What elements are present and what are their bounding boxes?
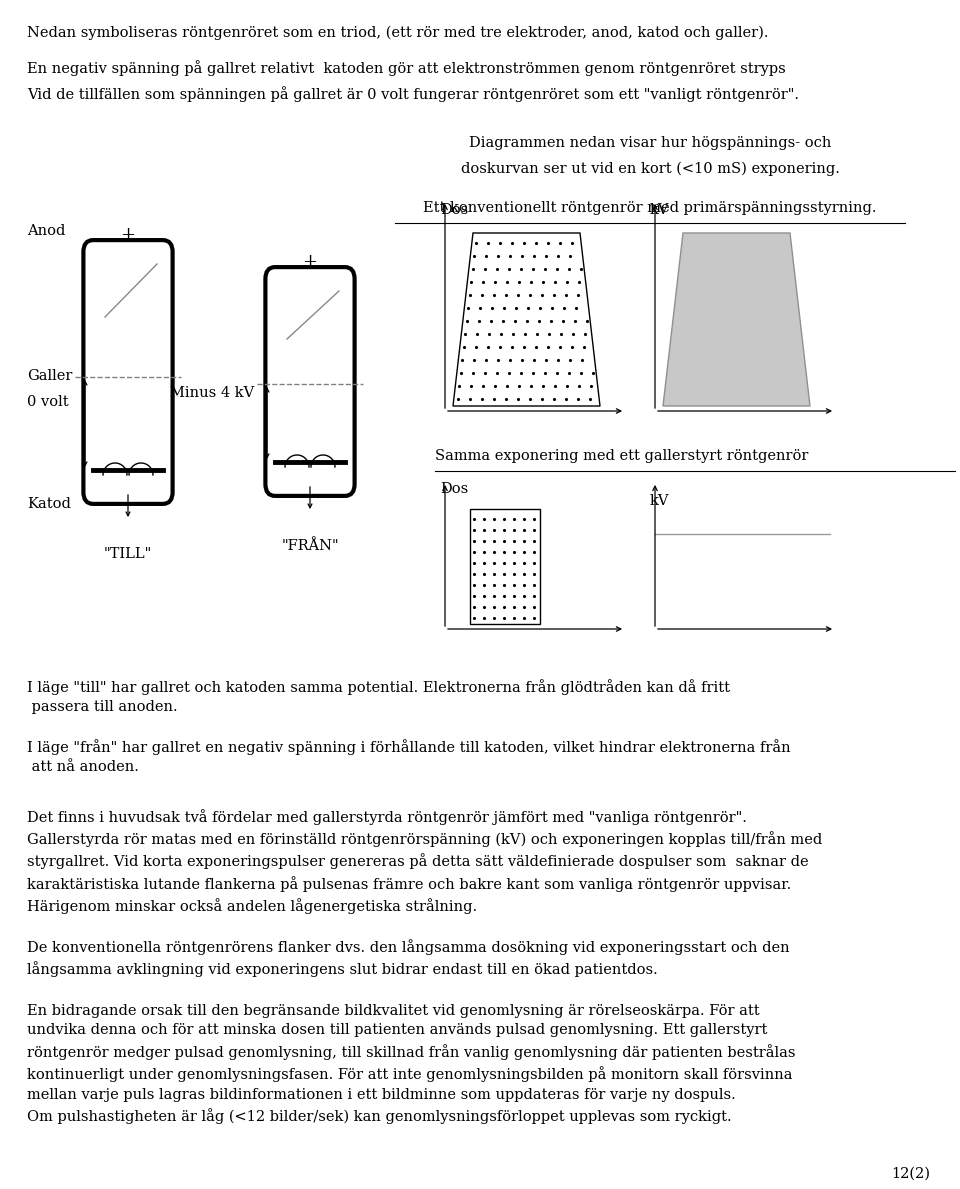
FancyBboxPatch shape [84, 240, 173, 504]
FancyBboxPatch shape [265, 268, 354, 496]
Polygon shape [663, 233, 810, 405]
Text: Katod: Katod [27, 497, 71, 511]
Text: +: + [302, 253, 318, 271]
Text: Nedan symboliseras röntgenröret som en triod, (ett rör med tre elektroder, anod,: Nedan symboliseras röntgenröret som en t… [27, 26, 769, 40]
Text: 0 volt: 0 volt [27, 395, 68, 409]
Text: En negativ spänning på gallret relativt  katoden gör att elektronströmmen genom : En negativ spänning på gallret relativt … [27, 59, 785, 76]
Text: "FRÅN": "FRÅN" [281, 539, 339, 553]
Text: Galler: Galler [27, 369, 72, 383]
Text: Diagrammen nedan visar hur högspännings- och: Diagrammen nedan visar hur högspännings-… [468, 136, 831, 150]
Text: "TILL": "TILL" [104, 547, 152, 561]
Text: Dos: Dos [440, 482, 468, 496]
Text: 12(2): 12(2) [891, 1166, 930, 1181]
Text: Dos: Dos [440, 203, 468, 218]
Text: kV: kV [650, 493, 669, 508]
Text: Ett konventionellt röntgenrör med primärspänningsstyrning.: Ett konventionellt röntgenrör med primär… [423, 201, 876, 215]
Text: +: + [121, 226, 135, 244]
Text: doskurvan ser ut vid en kort (<10 mS) exponering.: doskurvan ser ut vid en kort (<10 mS) ex… [461, 162, 839, 176]
Text: Vid de tillfällen som spänningen på gallret är 0 volt fungerar röntgenröret som : Vid de tillfällen som spänningen på gall… [27, 86, 799, 102]
Text: Anod: Anod [27, 224, 65, 238]
Text: I läge "till" har gallret och katoden samma potential. Elektronerna från glödtrå: I läge "till" har gallret och katoden sa… [27, 679, 730, 715]
Polygon shape [470, 509, 540, 624]
Text: Samma exponering med ett gallerstyrt röntgenrör: Samma exponering med ett gallerstyrt rön… [435, 449, 808, 463]
Text: I läge "från" har gallret en negativ spänning i förhållande till katoden, vilket: I läge "från" har gallret en negativ spä… [27, 740, 791, 774]
Polygon shape [453, 233, 600, 405]
Text: Minus 4 kV: Minus 4 kV [170, 386, 254, 400]
Text: Det finns i huvudsak två fördelar med gallerstyrda röntgenrör jämfört med "vanli: Det finns i huvudsak två fördelar med ga… [27, 809, 823, 914]
Text: En bidragande orsak till den begränsande bildkvalitet vid genomlysning är rörels: En bidragande orsak till den begränsande… [27, 1004, 796, 1124]
Text: De konventionella röntgenrörens flanker dvs. den långsamma dosökning vid exponer: De konventionella röntgenrörens flanker … [27, 939, 790, 977]
Text: kV: kV [650, 203, 669, 218]
